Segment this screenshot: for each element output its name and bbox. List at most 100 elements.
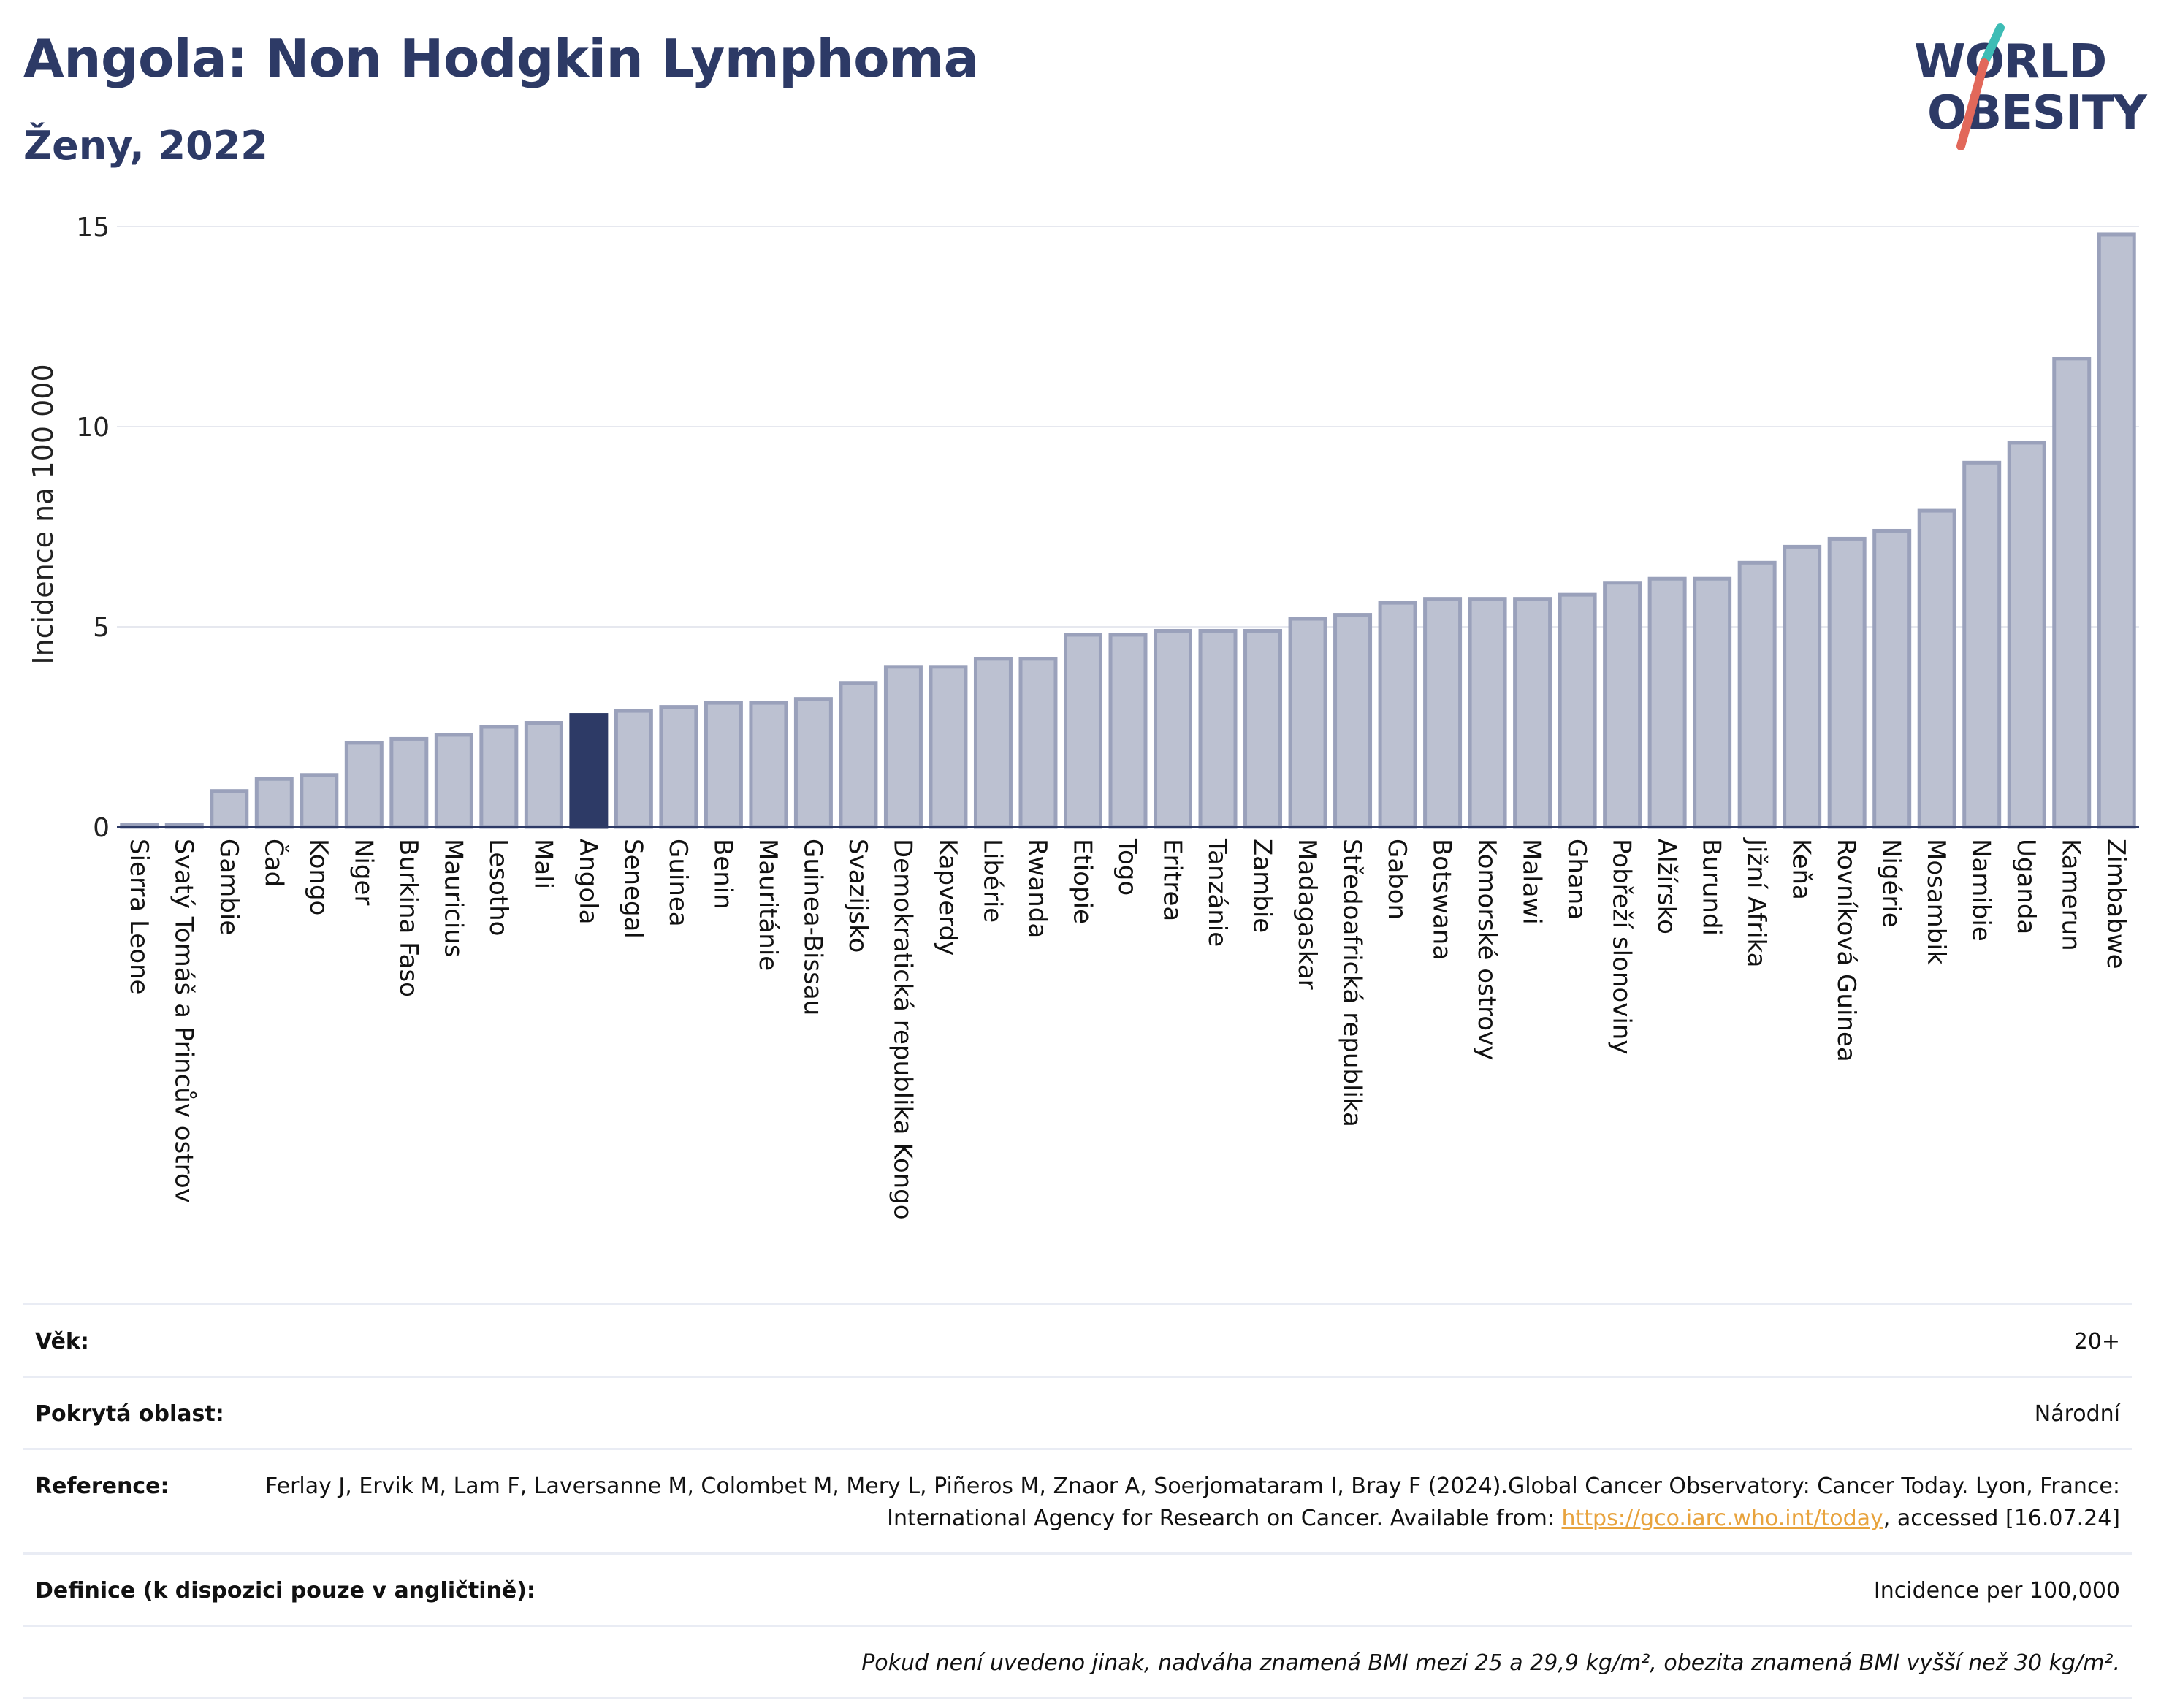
- x-tick-label: Gambie: [214, 839, 243, 935]
- bar: [1154, 628, 1193, 829]
- bar: [1737, 560, 1777, 829]
- x-tick-label: Pobřeží slonoviny: [1607, 839, 1636, 1054]
- x-tick-label: Středoafrická republika: [1338, 839, 1367, 1127]
- bmi-note: Pokud není uvedeno jinak, nadváha znamen…: [861, 1650, 2120, 1676]
- x-tick-label: Togo: [1113, 838, 1142, 896]
- x-tick-label: Mosambik: [1921, 839, 1951, 965]
- bar: [1378, 601, 1417, 829]
- meta-label: Definice (k dispozici pouze v angličtině…: [35, 1578, 536, 1604]
- x-tick-label: Mauritánie: [753, 839, 782, 971]
- bar: [210, 789, 249, 829]
- x-tick-label: Lesotho: [484, 839, 513, 936]
- metadata-table: Věk: 20+ Pokrytá oblast: Národní Referen…: [23, 1303, 2132, 1699]
- page-subtitle: Ženy, 2022: [23, 123, 268, 169]
- bar: [1018, 657, 1058, 829]
- bar: [659, 705, 698, 829]
- meta-row-coverage: Pokrytá oblast: Národní: [23, 1376, 2132, 1448]
- bar: [479, 725, 519, 829]
- bar: [300, 773, 339, 829]
- bar: [1872, 528, 1912, 829]
- bar: [1288, 617, 1327, 829]
- bar: [1513, 597, 1552, 829]
- x-tick-label: Guinea: [663, 839, 693, 927]
- bar: [1108, 633, 1148, 829]
- x-tick-label: Burkina Faso: [394, 839, 423, 997]
- x-tick-label: Kamerun: [2057, 839, 2086, 951]
- x-tick-label: Nigérie: [1877, 839, 1906, 928]
- bar: [1423, 597, 1463, 829]
- bar: [1558, 592, 1597, 829]
- y-tick-labels: 0 5 10 15: [76, 213, 110, 843]
- page-title: Angola: Non Hodgkin Lymphoma: [23, 28, 979, 89]
- x-tick-label: Burundi: [1697, 839, 1726, 936]
- bar: [2097, 232, 2136, 829]
- x-tick-label: Čad: [259, 839, 289, 887]
- x-tick-label: Uganda: [2011, 839, 2040, 934]
- meta-row-definition: Definice (k dispozici pouze v angličtině…: [23, 1552, 2132, 1625]
- meta-row-note: Pokud není uvedeno jinak, nadváha znamen…: [23, 1625, 2132, 1699]
- x-tick-label: Niger: [348, 839, 378, 905]
- bar: [883, 665, 923, 829]
- y-tick-label: 5: [93, 613, 110, 643]
- meta-label: Pokrytá oblast:: [35, 1401, 224, 1427]
- bar: [1693, 576, 1732, 829]
- x-tick-label: Benin: [708, 839, 737, 910]
- x-tick-label: Namibie: [1967, 839, 1996, 942]
- meta-value: 20+: [2073, 1329, 2120, 1354]
- reference-after: , accessed [16.07.24]: [1883, 1506, 2120, 1531]
- x-tick-label: Senegal: [618, 839, 647, 939]
- bar: [254, 777, 294, 829]
- x-tick-label: Sierra Leone: [124, 839, 153, 994]
- logo-slash-icon: [1956, 23, 2005, 150]
- x-tick-label: Mali: [528, 839, 557, 889]
- bar: [1827, 536, 1867, 829]
- bars: [120, 232, 2136, 829]
- y-tick-label: 10: [76, 413, 110, 443]
- bar: [1468, 597, 1507, 829]
- x-tick-label: Tanzánie: [1203, 838, 1232, 947]
- bar: [434, 733, 473, 829]
- x-tick-label: Rovníková Guinea: [1832, 839, 1861, 1062]
- bar: [2007, 441, 2046, 829]
- x-tick-label: Keňa: [1787, 839, 1816, 900]
- x-tick-label: Zimbabwe: [2101, 839, 2130, 969]
- meta-row-reference: Reference: Ferlay J, Ervik M, Lam F, Lav…: [23, 1448, 2132, 1552]
- bar: [1783, 544, 1822, 829]
- x-tick-label: Libérie: [977, 839, 1007, 923]
- bar: [1243, 628, 1283, 829]
- y-tick-label: 15: [76, 213, 110, 243]
- x-tick-label: Malawi: [1517, 839, 1547, 925]
- x-tick-label: Kapverdy: [933, 839, 962, 956]
- meta-value: Národní: [2034, 1401, 2120, 1427]
- bar: [524, 721, 563, 829]
- x-tick-label: Guinea-Bissau: [798, 839, 827, 1015]
- bar: [704, 701, 743, 829]
- bar: [2052, 357, 2092, 829]
- world-obesity-logo: WORLD OBESITY: [1899, 22, 2148, 153]
- x-tick-label: Eritrea: [1158, 839, 1187, 921]
- bar: [389, 736, 429, 829]
- x-tick-labels: Sierra Leone Svatý Tomáš a Princův ostrov…: [124, 837, 2130, 1220]
- x-tick-label: Komorské ostrovy: [1472, 839, 1501, 1060]
- x-tick-label: Kongo: [304, 839, 333, 915]
- x-tick-label: Svatý Tomáš a Princův ostrov: [169, 839, 198, 1203]
- bar: [839, 681, 878, 829]
- x-tick-label: Etiopie: [1067, 839, 1097, 924]
- x-tick-label: Ghana: [1562, 839, 1591, 920]
- meta-row-age: Věk: 20+: [23, 1303, 2132, 1376]
- logo-line-1: WORLD: [1914, 35, 2107, 89]
- bar: [929, 665, 968, 829]
- bar: [1917, 508, 1956, 829]
- bar: [749, 701, 788, 829]
- x-tick-label: Mauricius: [438, 839, 468, 958]
- bar: [569, 713, 609, 829]
- bar: [1198, 628, 1238, 829]
- x-tick-label: Svazijsko: [843, 839, 872, 953]
- reference-link[interactable]: https://gco.iarc.who.int/today: [1561, 1506, 1883, 1531]
- bar: [614, 709, 653, 829]
- bar: [1333, 613, 1373, 829]
- bar-chart: Sierra Leone Svatý Tomáš a Princův ostrov…: [27, 213, 2139, 1220]
- y-tick-label: 0: [93, 813, 110, 843]
- bar: [793, 697, 833, 829]
- bar: [973, 657, 1013, 829]
